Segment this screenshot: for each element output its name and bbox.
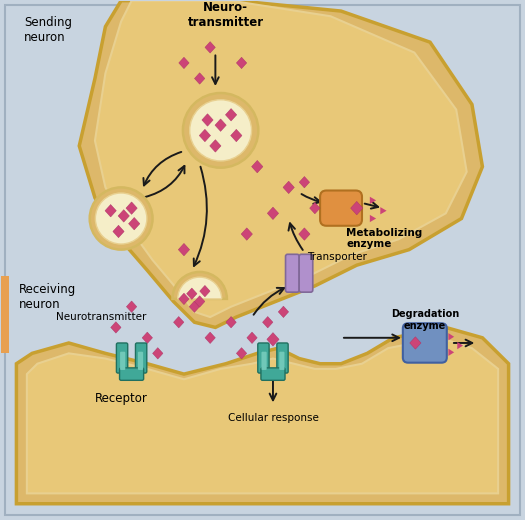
Polygon shape (129, 217, 140, 230)
Text: Neurotransmitter: Neurotransmitter (56, 312, 146, 322)
Polygon shape (126, 202, 137, 214)
Polygon shape (299, 176, 310, 188)
FancyBboxPatch shape (261, 352, 267, 370)
FancyBboxPatch shape (299, 254, 313, 292)
Polygon shape (178, 243, 190, 256)
Polygon shape (370, 215, 376, 222)
Polygon shape (194, 296, 205, 307)
Circle shape (190, 100, 251, 161)
Polygon shape (205, 42, 215, 53)
FancyBboxPatch shape (120, 352, 125, 370)
Polygon shape (370, 197, 376, 204)
Polygon shape (299, 228, 310, 240)
Polygon shape (241, 228, 253, 240)
Polygon shape (267, 333, 279, 346)
Polygon shape (200, 285, 210, 297)
Polygon shape (209, 140, 221, 152)
Polygon shape (202, 114, 213, 126)
Polygon shape (153, 348, 163, 359)
Polygon shape (174, 317, 184, 328)
Text: Sending
neuron: Sending neuron (24, 16, 72, 44)
Polygon shape (200, 129, 211, 142)
FancyBboxPatch shape (403, 323, 447, 362)
Polygon shape (27, 338, 498, 493)
FancyBboxPatch shape (320, 190, 362, 226)
Polygon shape (251, 161, 263, 173)
Text: Neuro-
transmitter: Neuro- transmitter (188, 1, 264, 29)
Polygon shape (225, 109, 237, 121)
FancyBboxPatch shape (279, 352, 285, 370)
FancyBboxPatch shape (258, 343, 269, 373)
Polygon shape (457, 342, 463, 349)
Polygon shape (179, 57, 189, 69)
Polygon shape (262, 317, 273, 328)
Polygon shape (448, 333, 454, 341)
Polygon shape (118, 210, 129, 222)
Text: Metabolizing
enzyme: Metabolizing enzyme (346, 228, 423, 250)
Polygon shape (247, 332, 257, 344)
Polygon shape (205, 332, 215, 344)
FancyBboxPatch shape (277, 343, 288, 373)
Text: Receiving
neuron: Receiving neuron (19, 283, 76, 311)
Polygon shape (236, 57, 247, 69)
Polygon shape (194, 73, 205, 84)
Polygon shape (278, 306, 289, 318)
Polygon shape (410, 337, 421, 349)
Polygon shape (127, 301, 137, 313)
Polygon shape (236, 348, 247, 359)
Polygon shape (267, 207, 279, 219)
Polygon shape (186, 288, 197, 300)
FancyBboxPatch shape (135, 343, 147, 373)
Polygon shape (113, 225, 124, 238)
Polygon shape (448, 349, 454, 356)
FancyBboxPatch shape (120, 368, 144, 380)
Polygon shape (230, 129, 242, 142)
Polygon shape (310, 202, 320, 214)
Polygon shape (380, 207, 386, 214)
FancyBboxPatch shape (138, 352, 143, 370)
Polygon shape (16, 328, 509, 504)
Polygon shape (179, 293, 189, 305)
Text: Transporter: Transporter (307, 252, 367, 262)
Polygon shape (189, 301, 200, 313)
Wedge shape (172, 272, 227, 299)
FancyBboxPatch shape (286, 254, 299, 292)
Circle shape (183, 93, 258, 167)
Text: Cellular response: Cellular response (227, 413, 318, 423)
Circle shape (96, 193, 147, 244)
Polygon shape (215, 119, 226, 132)
Polygon shape (95, 1, 467, 317)
Polygon shape (105, 204, 117, 217)
Polygon shape (283, 181, 295, 193)
Polygon shape (351, 201, 363, 215)
Polygon shape (226, 317, 236, 328)
Polygon shape (79, 1, 482, 328)
FancyBboxPatch shape (261, 368, 285, 380)
Text: Degradation
enzyme: Degradation enzyme (391, 309, 459, 331)
Text: Receptor: Receptor (94, 392, 148, 405)
Polygon shape (142, 332, 152, 344)
FancyBboxPatch shape (0, 276, 9, 354)
Polygon shape (111, 322, 121, 333)
Wedge shape (177, 277, 222, 299)
Circle shape (90, 187, 153, 250)
FancyBboxPatch shape (117, 343, 128, 373)
